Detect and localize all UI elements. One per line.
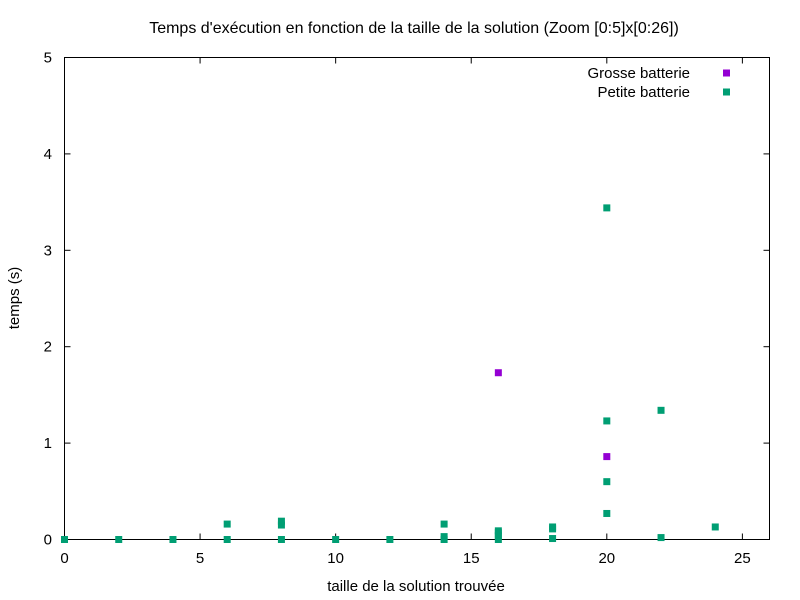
- legend: Grosse batterie Petite batterie: [587, 65, 730, 101]
- x-tick-label: 20: [598, 550, 615, 567]
- data-point: [657, 534, 665, 542]
- data-point: [711, 523, 719, 531]
- data-point: [223, 536, 231, 543]
- data-point: [61, 536, 68, 543]
- plot-frame: [64, 57, 770, 540]
- data-point: [549, 535, 557, 543]
- data-point: [277, 521, 285, 529]
- data-point: [277, 517, 285, 525]
- data-point: [223, 520, 231, 528]
- data-point: [603, 509, 611, 517]
- data-point: [386, 536, 394, 543]
- y-tick-label: 5: [44, 50, 52, 67]
- y-tick-label: 2: [44, 339, 52, 356]
- data-point: [332, 536, 340, 543]
- legend-label: Grosse batterie: [587, 65, 690, 82]
- data-point: [549, 523, 557, 531]
- x-tick-label: 25: [734, 550, 751, 567]
- data-point: [603, 453, 611, 461]
- x-tick-label: 5: [196, 550, 204, 567]
- x-tick-label: 10: [327, 550, 344, 567]
- data-point: [603, 478, 611, 486]
- y-tick-label: 0: [44, 532, 52, 549]
- y-tick-label: 4: [44, 146, 52, 163]
- y-axis-label: temps (s): [6, 267, 23, 330]
- y-tick-label: 1: [44, 435, 52, 452]
- chart-title: Temps d'exécution en fonction de la tail…: [149, 20, 679, 37]
- legend-label: Petite batterie: [597, 84, 690, 101]
- data-point: [169, 536, 177, 543]
- data-point: [494, 369, 502, 377]
- legend-marker: [723, 88, 730, 96]
- data-point: [494, 536, 502, 543]
- data-point: [277, 536, 285, 543]
- data-point: [440, 533, 448, 541]
- data-point: [115, 536, 123, 543]
- x-tick-label: 0: [60, 550, 68, 567]
- data-point: [657, 406, 665, 414]
- data-point: [494, 527, 502, 535]
- data-points: [61, 204, 719, 543]
- legend-marker: [723, 69, 730, 77]
- x-axis-label: taille de la solution trouvée: [327, 578, 505, 595]
- data-point: [440, 520, 448, 528]
- data-point: [603, 417, 611, 425]
- axis-ticks: 0 5 10 15 20 25 0 1 2 3 4 5: [44, 50, 770, 567]
- y-tick-label: 3: [44, 242, 52, 259]
- x-tick-label: 15: [463, 550, 480, 567]
- data-point: [603, 204, 611, 212]
